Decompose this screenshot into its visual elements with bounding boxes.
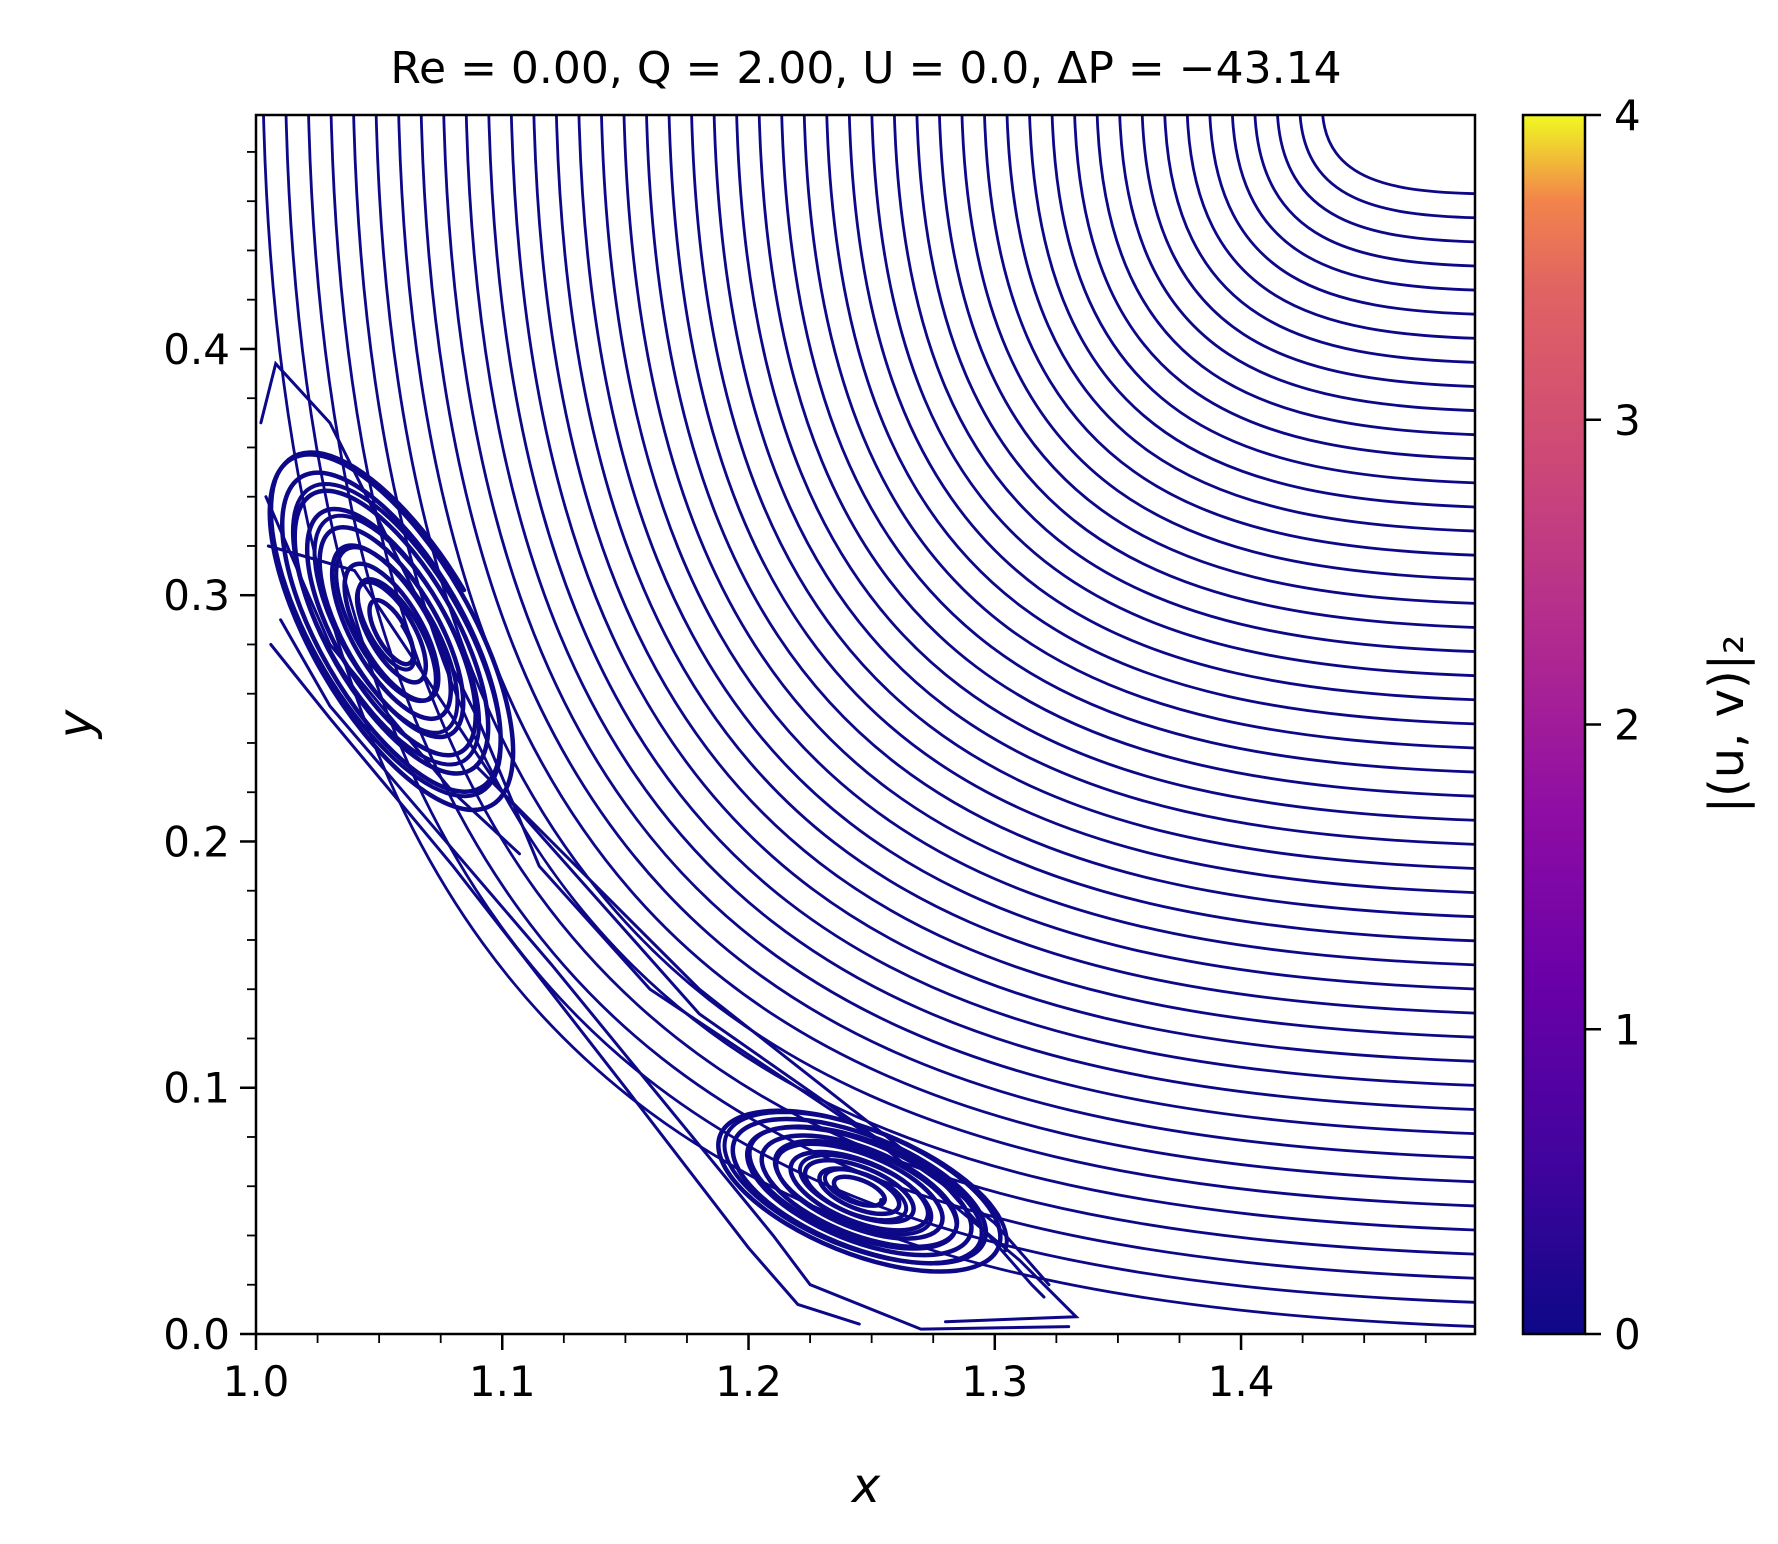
- vortex-loop: [716, 1108, 1003, 1274]
- streamline: [960, 115, 1475, 581]
- streamline: [825, 115, 1475, 726]
- x-axis-label: x: [850, 1458, 881, 1514]
- streamline: [419, 115, 1475, 1160]
- x-axis: 1.0 1.1 1.2 1.3 1.4: [223, 1334, 1427, 1406]
- streamline: [1095, 115, 1475, 437]
- streamline: [780, 115, 1475, 774]
- streamline: [464, 115, 1475, 1111]
- chart-title: Re = 0.00, Q = 2.00, U = 0.0, ΔP = −43.1…: [390, 43, 1341, 94]
- streamline: [487, 115, 1475, 1087]
- streamlines: [259, 115, 1475, 1331]
- plot-frame: [254, 113, 1477, 1336]
- streamline: [690, 115, 1475, 870]
- streamline: [1005, 115, 1475, 533]
- streamline: [600, 115, 1475, 967]
- streamline: [667, 115, 1475, 894]
- y-tick-label: 0.3: [163, 571, 230, 620]
- vortex-loop: [730, 1116, 989, 1266]
- streamline: [264, 495, 521, 856]
- streamline: [1186, 115, 1475, 340]
- streamline: [915, 115, 1475, 629]
- streamline: [983, 115, 1475, 557]
- streamline: [532, 115, 1475, 1039]
- x-tick-label: 1.1: [469, 1357, 536, 1406]
- streamline: [1163, 115, 1475, 364]
- plot-area: [254, 113, 1477, 1336]
- streamline: [1050, 115, 1475, 485]
- streamline: [279, 618, 1071, 1331]
- streamline: [712, 115, 1475, 846]
- x-tick-label: 1.0: [223, 1357, 290, 1406]
- x-tick-label: 1.3: [961, 1357, 1028, 1406]
- streamline: [1208, 115, 1475, 316]
- streamline: [735, 115, 1475, 822]
- streamline: [870, 115, 1475, 678]
- streamline: [1028, 115, 1475, 509]
- colorbar-gradient: [1521, 113, 1587, 1336]
- streamline: [722, 1110, 1009, 1266]
- streamline: [645, 115, 1475, 919]
- streamline: [1073, 115, 1475, 461]
- streamline: [259, 360, 1080, 1324]
- y-axis: 0.0 0.1 0.2 0.3 0.4: [163, 151, 256, 1359]
- colorbar: 0 1 2 3 4 |(u, v)|₂: [1521, 91, 1755, 1359]
- colorbar-tick-label: 1: [1614, 1005, 1641, 1054]
- streamline: [893, 115, 1475, 653]
- streamline: [938, 115, 1475, 605]
- streamline: [622, 115, 1475, 943]
- streamline: [555, 115, 1475, 1015]
- streamline: [269, 450, 503, 799]
- colorbar-ticks: 0 1 2 3 4: [1585, 91, 1641, 1359]
- streamline: [1231, 115, 1475, 292]
- streamline: [262, 115, 1475, 1328]
- streamline: [476, 766, 1051, 1287]
- streamline: [802, 115, 1475, 750]
- streamline: [1321, 115, 1475, 196]
- x-tick-label: 1.2: [715, 1357, 782, 1406]
- streamline: [307, 115, 1475, 1280]
- y-tick-label: 0.1: [163, 1064, 230, 1113]
- x-tick-label: 1.4: [1208, 1357, 1275, 1406]
- y-tick-label: 0.0: [163, 1310, 230, 1359]
- colorbar-tick-label: 0: [1614, 1310, 1641, 1359]
- streamline: [374, 115, 1475, 1208]
- y-tick-label: 0.4: [163, 325, 230, 374]
- y-tick-label: 0.2: [163, 817, 230, 866]
- vortex-loop: [280, 470, 503, 794]
- colorbar-tick-label: 4: [1614, 91, 1641, 140]
- streamline: [1276, 115, 1475, 244]
- streamline: [847, 115, 1475, 702]
- y-axis-label: y: [48, 709, 104, 740]
- streamline: [266, 544, 1046, 1299]
- streamline: [509, 115, 1475, 1063]
- streamline: [397, 115, 1475, 1184]
- colorbar-label: |(u, v)|₂: [1699, 635, 1755, 813]
- colorbar-tick-label: 3: [1614, 396, 1641, 445]
- streamline: [757, 115, 1475, 798]
- colorbar-tick-label: 2: [1614, 701, 1641, 750]
- streamline: [1253, 115, 1475, 268]
- vortex-loop: [329, 543, 454, 722]
- streamline: [1118, 115, 1475, 412]
- streamline: [1298, 115, 1475, 220]
- streamline: [269, 643, 861, 1326]
- streamline: [577, 115, 1475, 991]
- streamline: [1140, 115, 1475, 388]
- streamline: [442, 115, 1475, 1135]
